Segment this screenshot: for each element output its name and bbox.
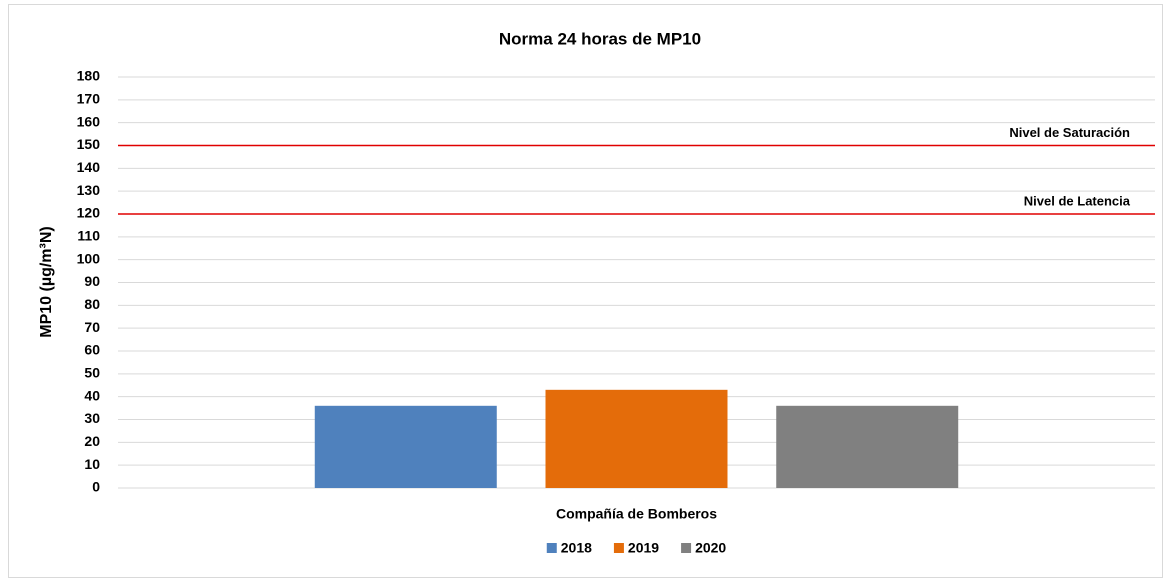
y-tick-label: 110 [77,228,100,244]
y-tick-label: 30 [84,410,100,426]
y-tick-label: 140 [77,159,101,175]
y-tick-label: 80 [84,296,100,312]
y-tick-label: 90 [84,273,100,289]
legend-swatch [546,543,557,553]
legend-label: 2018 [561,540,592,556]
reference-label: Nivel de Saturación [1009,125,1130,140]
y-tick-label: 150 [77,136,101,152]
y-tick-label: 70 [84,319,100,335]
bar [314,405,497,488]
legend-label: 2020 [695,540,726,556]
y-tick-label: 160 [77,113,101,129]
y-tick-label: 40 [84,387,100,403]
y-tick-label: 0 [92,479,100,495]
legend-label: 2019 [628,540,659,556]
y-tick-label: 170 [77,91,101,107]
y-tick-label: 50 [84,365,100,381]
chart-border [8,4,1163,578]
y-tick-label: 20 [84,433,100,449]
legend-swatch [681,543,692,553]
y-tick-label: 120 [77,205,101,221]
x-tick-label: Compañía de Bomberos [556,506,717,522]
legend-swatch [613,543,624,553]
y-tick-label: 180 [77,68,101,84]
y-tick-label: 130 [77,182,101,198]
y-tick-label: 60 [84,342,100,358]
reference-label: Nivel de Latencia [1024,193,1131,208]
bar [545,389,728,488]
bar [776,405,959,488]
y-tick-label: 10 [84,456,100,472]
y-axis-label: MP10 (µg/m³N) [38,226,55,337]
y-tick-label: 100 [77,250,101,266]
chart-title: Norma 24 horas de MP10 [499,29,701,48]
